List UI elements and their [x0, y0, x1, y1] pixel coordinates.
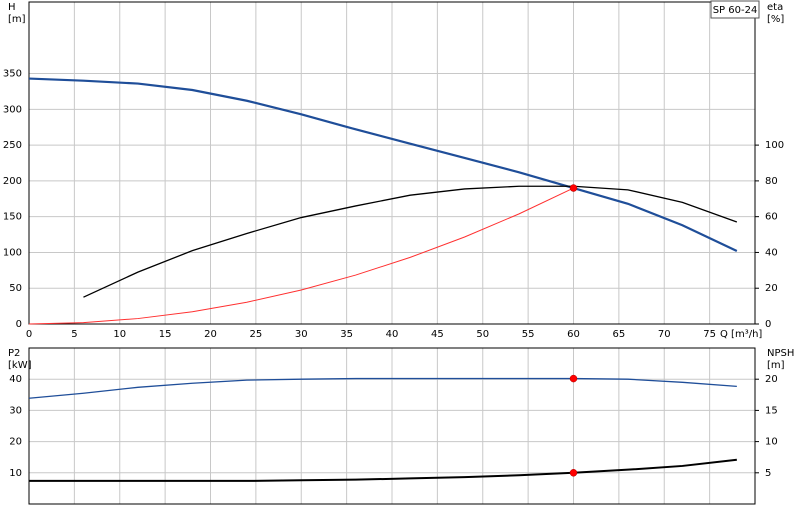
x-tick-label: 5	[71, 329, 77, 340]
y2-axis-label: NPSH	[767, 348, 794, 359]
y-axis-label: H	[8, 2, 16, 13]
x-tick-label: 30	[295, 329, 308, 340]
x-tick-label: 65	[613, 329, 626, 340]
y2-axis-label: eta	[767, 2, 783, 13]
x-tick-label: 55	[522, 329, 535, 340]
y2-tick-label: 100	[765, 140, 784, 151]
y-tick-label: 300	[3, 104, 22, 115]
y-tick-label: 20	[9, 437, 22, 448]
y-tick-label: 50	[9, 283, 22, 294]
legend-label: SP 60-24	[713, 5, 758, 16]
y-tick-label: 350	[3, 69, 22, 80]
y2-tick-label: 0	[765, 319, 771, 330]
duty-point	[569, 184, 578, 192]
y-axis-unit: [kW]	[8, 360, 32, 371]
curve	[29, 458, 737, 482]
y2-tick-label: 40	[765, 247, 778, 258]
x-tick-label: 75	[703, 329, 716, 340]
curve	[83, 185, 738, 298]
x-tick-label: 60	[567, 329, 580, 340]
y-tick-label: 40	[9, 374, 22, 385]
y-tick-label: 150	[3, 212, 22, 223]
y2-axis-unit: [m]	[767, 360, 785, 371]
x-tick-label: 25	[250, 329, 263, 340]
y-axis-label: P2	[8, 348, 20, 359]
y2-axis-unit: [%]	[767, 14, 784, 25]
curve	[28, 77, 738, 253]
y2-tick-label: 80	[765, 176, 778, 187]
legend-box	[710, 0, 760, 19]
y-tick-label: 100	[3, 247, 22, 258]
y-tick-label: 10	[9, 468, 22, 479]
y-tick-label: 0	[16, 319, 22, 330]
x-tick-label: 70	[658, 329, 671, 340]
duty-point	[569, 374, 578, 383]
x-tick-label: 0	[26, 329, 32, 340]
x-tick-label: 20	[204, 329, 217, 340]
x-axis-label: Q [m³/h]	[720, 329, 762, 340]
x-tick-label: 45	[431, 329, 444, 340]
x-tick-label: 40	[386, 329, 399, 340]
y2-tick-label: 60	[765, 212, 778, 223]
y-tick-label: 250	[3, 140, 22, 151]
x-tick-label: 10	[113, 329, 126, 340]
y-tick-label: 30	[9, 405, 22, 416]
plot-frame	[28, 347, 756, 505]
x-tick-label: 15	[159, 329, 172, 340]
curve	[28, 187, 574, 325]
y2-tick-label: 5	[765, 468, 771, 479]
y-tick-label: 200	[3, 176, 22, 187]
y-axis-unit: [m]	[8, 14, 26, 25]
duty-point	[569, 469, 578, 477]
y2-tick-label: 15	[765, 405, 778, 416]
y2-tick-label: 20	[765, 374, 778, 385]
y2-tick-label: 10	[765, 437, 778, 448]
curve	[28, 377, 737, 399]
y2-tick-label: 20	[765, 283, 778, 294]
x-tick-label: 50	[476, 329, 489, 340]
x-tick-label: 35	[340, 329, 353, 340]
plot-frame	[28, 1, 756, 325]
